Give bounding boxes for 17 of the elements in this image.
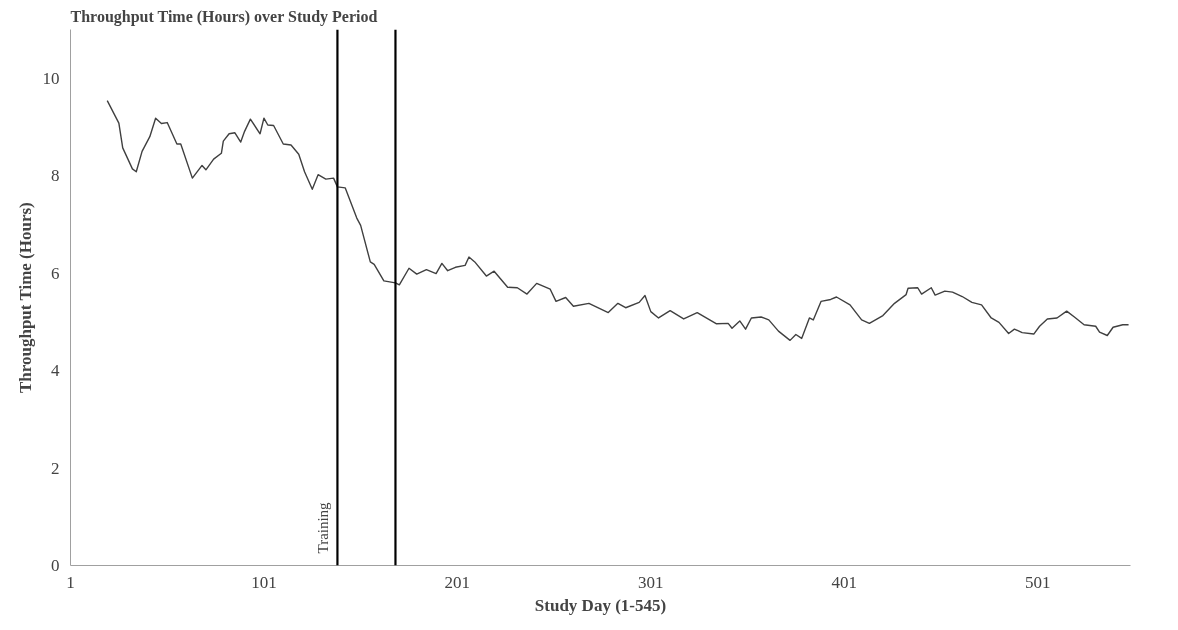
line-series (106, 99, 1130, 342)
y-tick-label: 8 (51, 166, 60, 186)
y-tick-label: 2 (51, 458, 60, 478)
y-tick-label: 0 (51, 556, 60, 575)
x-tick-label: 201 (444, 572, 471, 592)
y-axis-title: Throughput Time (Hours) (15, 202, 35, 394)
ref-line-label: Training (315, 501, 332, 554)
y-tick-label: 6 (51, 263, 60, 283)
x-axis-title: Study Day (1-545) (534, 595, 667, 615)
chart-title: Throughput Time (Hours) over Study Period (70, 7, 378, 26)
y-tick-label: 10 (42, 68, 60, 88)
x-tick-label: 1 (66, 572, 75, 592)
x-tick-label: 501 (1024, 572, 1051, 592)
y-tick-label: 4 (51, 361, 60, 381)
x-tick-label: 401 (831, 572, 857, 592)
x-tick-label: 101 (251, 572, 277, 592)
x-tick-label: 301 (638, 572, 664, 592)
